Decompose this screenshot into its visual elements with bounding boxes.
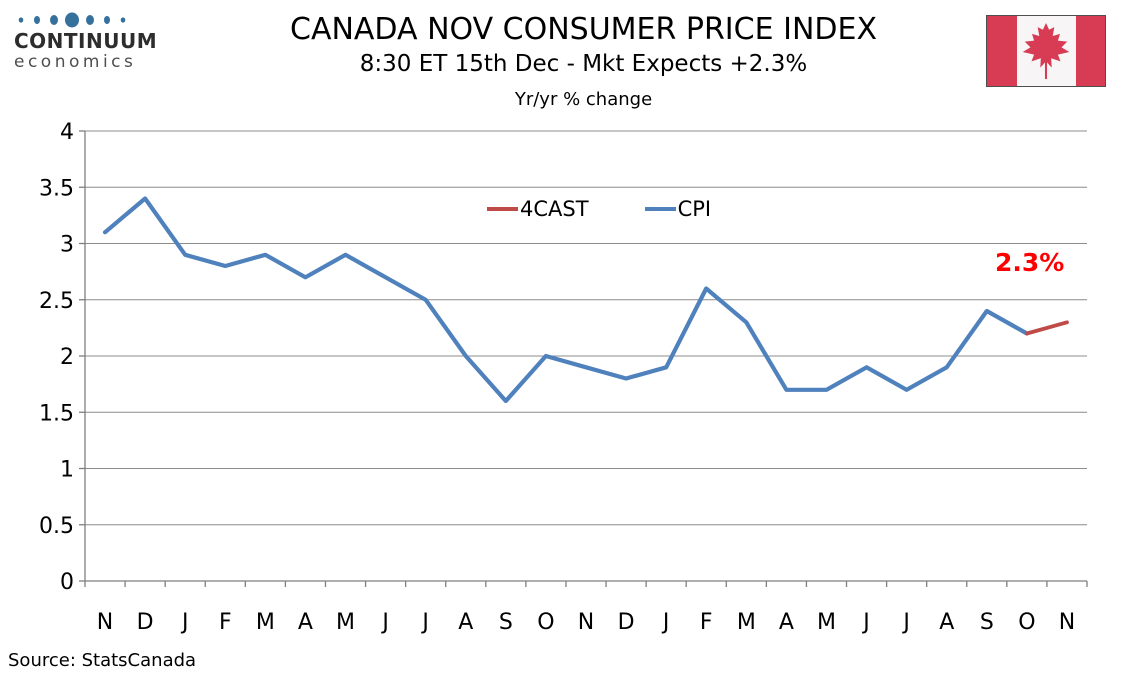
x-tick-label: S bbox=[980, 610, 994, 635]
flag-right-bar bbox=[1075, 16, 1105, 86]
y-tick-label: 4 bbox=[60, 120, 74, 145]
y-tick-label: 2 bbox=[60, 345, 74, 370]
logo-dots-icon bbox=[18, 12, 126, 28]
legend-swatch-4cast-icon bbox=[487, 207, 518, 211]
x-tick-label: A bbox=[939, 610, 954, 635]
x-tick-label: O bbox=[1018, 610, 1035, 635]
flag-left-bar bbox=[987, 16, 1017, 86]
page-title: CANADA NOV CONSUMER PRICE INDEX bbox=[290, 12, 877, 47]
x-tick-label: M bbox=[336, 610, 355, 635]
x-tick-label: D bbox=[137, 610, 154, 635]
series-line-cpi bbox=[102, 196, 1029, 404]
forecast-annotation: 2.3% bbox=[995, 248, 1065, 277]
x-tick-label: O bbox=[537, 610, 554, 635]
x-tick-label: J bbox=[901, 610, 910, 635]
x-tick-label: M bbox=[817, 610, 836, 635]
flag-center-panel bbox=[1016, 16, 1076, 86]
page-subtitle: 8:30 ET 15th Dec - Mkt Expects +2.3% bbox=[359, 51, 808, 77]
x-tick-label: D bbox=[618, 610, 635, 635]
axis-note: Yr/yr % change bbox=[514, 89, 653, 110]
y-tick-label: 1 bbox=[60, 458, 74, 483]
x-tick-label: A bbox=[779, 610, 794, 635]
x-tick-label: S bbox=[499, 610, 513, 635]
y-tick-label: 2.5 bbox=[39, 289, 74, 314]
y-tick-label: 3 bbox=[60, 233, 74, 258]
x-tick-label: F bbox=[219, 610, 232, 635]
x-tick-label: M bbox=[737, 610, 756, 635]
series-line-4cast bbox=[1025, 320, 1069, 336]
chart-header: CANADA NOV CONSUMER PRICE INDEX 8:30 ET … bbox=[33, 14, 1134, 110]
y-tick-label: 0.5 bbox=[39, 514, 74, 539]
brand-subtitle: economics bbox=[14, 52, 137, 72]
y-tick-label: 0 bbox=[60, 570, 74, 595]
legend-label-cpi: CPI bbox=[677, 197, 712, 221]
x-tick-label: J bbox=[661, 610, 670, 635]
x-tick-label: J bbox=[180, 610, 189, 635]
x-tick-label: N bbox=[1059, 610, 1075, 635]
x-tick-label: N bbox=[578, 610, 594, 635]
legend-swatch-cpi-icon bbox=[644, 207, 676, 211]
chart-legend: 4CAST CPI bbox=[487, 197, 711, 221]
x-tick-label: A bbox=[298, 610, 313, 635]
x-tick-label: F bbox=[700, 610, 713, 635]
x-tick-label: J bbox=[420, 610, 429, 635]
y-tick-label: 1.5 bbox=[39, 401, 74, 426]
maple-leaf-icon bbox=[1022, 22, 1070, 79]
x-tick-label: A bbox=[458, 610, 473, 635]
x-tick-label: M bbox=[256, 610, 275, 635]
x-tick-label: J bbox=[861, 610, 870, 635]
legend-item-cpi: CPI bbox=[644, 197, 712, 221]
x-tick-label: N bbox=[97, 610, 113, 635]
x-tick-label: J bbox=[380, 610, 389, 635]
canada-flag bbox=[986, 15, 1106, 87]
brand-name: CONTINUUM bbox=[14, 29, 158, 53]
legend-item-4cast: 4CAST bbox=[487, 197, 589, 221]
continuum-economics-logo: CONTINUUM economics bbox=[14, 10, 158, 72]
y-tick-label: 3.5 bbox=[39, 176, 74, 201]
source-note: Source: StatsCanada bbox=[8, 650, 197, 671]
legend-label-4cast: 4CAST bbox=[520, 197, 589, 221]
